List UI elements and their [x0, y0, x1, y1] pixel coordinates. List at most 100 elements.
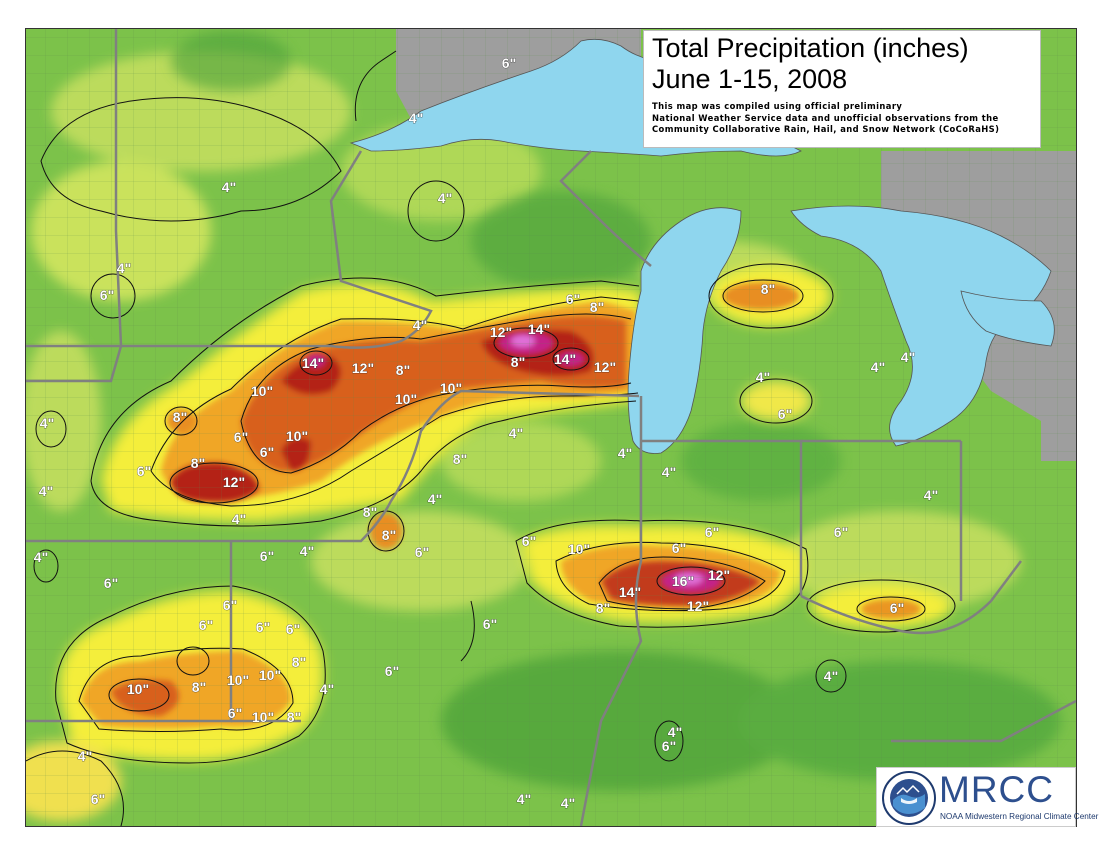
map-title: Total Precipitation (inches)	[652, 33, 969, 63]
contour-label: 6"	[705, 524, 719, 540]
contour-label: 4"	[300, 543, 314, 559]
contour-label: 6"	[286, 621, 300, 637]
contour-label: 4"	[222, 179, 236, 195]
logo-subtitle: NOAA Midwestern Regional Climate Center	[940, 812, 1099, 821]
contour-label: 4"	[320, 681, 334, 697]
contour-label: 14"	[619, 584, 641, 600]
contour-label: 6"	[256, 619, 270, 635]
contour-label: 6"	[137, 463, 151, 479]
contour-label: 12"	[687, 598, 709, 614]
contour-label: 8"	[363, 504, 377, 520]
contour-label: 6"	[91, 791, 105, 807]
contour-label: 10"	[286, 428, 308, 444]
contour-label: 8"	[191, 455, 205, 471]
contour-label: 14"	[554, 351, 576, 367]
contour-lines	[26, 50, 956, 826]
contour-label: 6"	[415, 544, 429, 560]
contour-labels: 6"4"4"4"4"6" 6" 8"8"4" 12" 14"14" 12" 8" 8" 14" 1…	[33, 55, 938, 812]
contour-label: 6"	[483, 616, 497, 632]
contour-label: 10"	[395, 391, 417, 407]
contour-label: 4"	[39, 483, 53, 499]
contour-label: 10"	[440, 380, 462, 396]
contour-label: 6"	[890, 600, 904, 616]
contour-label: 4"	[34, 549, 48, 565]
map-date-range: June 1-15, 2008	[652, 64, 848, 94]
contour-label: 10"	[259, 667, 281, 683]
contour-label: 14"	[302, 355, 324, 371]
state-borders	[26, 29, 1076, 826]
contour-label: 8"	[396, 362, 410, 378]
georgian-bay	[960, 290, 1055, 347]
noaa-seal-icon	[882, 771, 936, 825]
map-canvas: 6"4"4"4"4"6" 6" 8"8"4" 12" 14"14" 12" 8" 8" 14" 1…	[26, 29, 1076, 826]
contour-label: 4"	[517, 791, 531, 807]
contour-label: 10"	[252, 709, 274, 725]
contour-label: 10"	[127, 681, 149, 697]
contour-label: 4"	[428, 491, 442, 507]
contour-label: 8"	[761, 281, 775, 297]
lake-huron	[790, 205, 1052, 447]
contour-label: 6"	[223, 597, 237, 613]
contour-label: 6"	[100, 287, 114, 303]
contour-label: 4"	[901, 349, 915, 365]
contour-label: 8"	[382, 527, 396, 543]
logo-name: MRCC	[939, 769, 1054, 810]
contour-label: 14"	[528, 321, 550, 337]
contour-label: 12"	[708, 567, 730, 583]
contour-label: 4"	[438, 190, 452, 206]
contour-label: 6"	[502, 55, 516, 71]
contour-label: 8"	[453, 451, 467, 467]
contour-label: 4"	[824, 668, 838, 684]
precipitation-map: 6" 4" 4" 4" 4" 6" 6" 8" 8" 4" 12" 14" 14" 12" 8" 8" 14" 1…	[25, 28, 1077, 827]
contour-label: 4"	[509, 425, 523, 441]
contour-label: 12"	[223, 474, 245, 490]
source-note-line: This map was compiled using official pre…	[652, 101, 903, 111]
contour-label: 4"	[78, 748, 92, 764]
contour-label: 8"	[173, 409, 187, 425]
contour-label: 8"	[590, 299, 604, 315]
contour-label: 6"	[834, 524, 848, 540]
contour-label: 6"	[234, 429, 248, 445]
contour-label: 6"	[778, 406, 792, 422]
contour-label: 10"	[227, 672, 249, 688]
contour-label: 6"	[672, 540, 686, 556]
contour-label: 12"	[594, 359, 616, 375]
contour-label: 10"	[568, 541, 590, 557]
mrcc-logo: MRCC NOAA Midwestern Regional Climate Ce…	[876, 767, 1098, 827]
contour-label: 4"	[668, 724, 682, 740]
contour-label: 6"	[104, 575, 118, 591]
contour-label: 4"	[561, 795, 575, 811]
contour-label: 12"	[352, 360, 374, 376]
contour-label: 4"	[409, 110, 423, 126]
contour-label: 8"	[511, 354, 525, 370]
contour-label: 6"	[260, 548, 274, 564]
contour-label: 4"	[40, 415, 54, 431]
contour-label: 6"	[199, 617, 213, 633]
source-note: This map was compiled using official pre…	[652, 101, 1032, 136]
contour-label: 8"	[596, 600, 610, 616]
contour-label: 4"	[662, 464, 676, 480]
contour-label: 6"	[662, 738, 676, 754]
source-note-line: National Weather Service data and unoffi…	[652, 112, 999, 123]
contour-label: 10"	[251, 383, 273, 399]
contour-label: 16"	[672, 573, 694, 589]
contour-label: 4"	[232, 511, 246, 527]
contour-label: 6"	[566, 291, 580, 307]
lake-michigan	[627, 207, 742, 454]
contour-label: 4"	[618, 445, 632, 461]
contour-label: 6"	[260, 444, 274, 460]
contour-label: 4"	[413, 317, 427, 333]
contour-label: 6"	[228, 705, 242, 721]
contour-label: 8"	[192, 679, 206, 695]
contour-label: 6"	[522, 533, 536, 549]
contour-label: 4"	[756, 369, 770, 385]
contour-label: 12"	[490, 324, 512, 340]
contour-label: 8"	[287, 709, 301, 725]
title-box: Total Precipitation (inches) June 1-15, …	[643, 30, 1041, 148]
contour-label: 4"	[117, 260, 131, 276]
contour-label: 4"	[924, 487, 938, 503]
contour-label: 4"	[871, 359, 885, 375]
contour-label: 6"	[385, 663, 399, 679]
source-note-line: Community Collaborative Rain, Hail, and …	[652, 124, 1000, 134]
contour-label: 8"	[292, 654, 306, 670]
